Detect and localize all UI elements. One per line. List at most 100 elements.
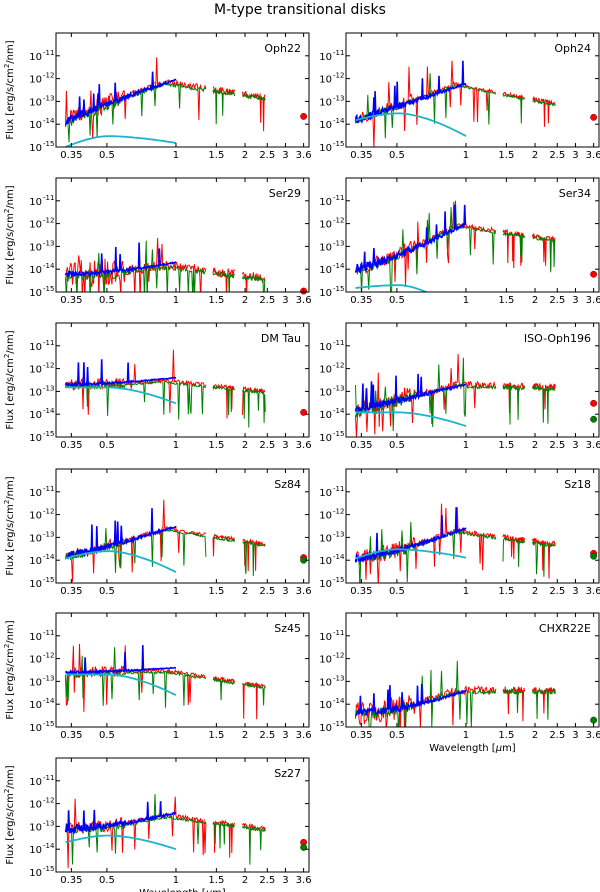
y-tick-exponent: -12 <box>333 362 344 370</box>
x-tick-label: 0.35 <box>60 440 82 451</box>
x-tick-label: 1.5 <box>498 150 514 161</box>
y-tick-label: 10 <box>29 800 42 811</box>
y-tick-exponent: -11 <box>43 629 54 637</box>
plot-area <box>64 57 266 147</box>
y-axis-label-part: Flux [erg/s/cm <box>5 504 16 576</box>
x-tick-label: 2.5 <box>259 875 275 886</box>
y-tick-label: 10 <box>319 365 332 376</box>
plot-area <box>64 794 266 869</box>
cyan-photosphere-line <box>355 548 467 560</box>
x-tick-label: 2 <box>242 875 248 886</box>
y-tick-label: 10 <box>319 511 332 522</box>
y-tick-exponent: -11 <box>43 339 54 347</box>
red-spectrum-segment <box>65 57 207 139</box>
y-tick-label: 10 <box>29 533 42 544</box>
x-tick-label: 3 <box>282 150 288 161</box>
x-tick-label: 2.5 <box>549 586 565 597</box>
y-axis-label-superscript: 2 <box>3 64 11 68</box>
x-tick-label: 1 <box>173 730 179 741</box>
red-spectrum-segment <box>242 538 266 572</box>
y-tick-exponent: -15 <box>333 576 344 584</box>
y-tick-label: 10 <box>29 242 42 253</box>
y-axis-label-part: /nm] <box>5 620 16 643</box>
x-tick-label: 0.5 <box>389 440 405 451</box>
x-tick-label: 3.6 <box>296 875 312 886</box>
green-spectrum-segment <box>532 98 556 107</box>
y-tick-label: 10 <box>319 387 332 398</box>
panel-frame <box>55 322 310 438</box>
x-tick-label: 1.5 <box>208 440 224 451</box>
x-tick-label: 1 <box>463 440 469 451</box>
cyan-photosphere-line <box>355 112 467 137</box>
y-tick-label: 10 <box>319 120 332 131</box>
x-tick-label: 0.5 <box>389 150 405 161</box>
photometry-point-red <box>300 112 308 120</box>
y-tick-label: 10 <box>29 365 42 376</box>
green-spectrum-segment <box>502 232 525 263</box>
red-spectrum-segment <box>65 349 207 415</box>
x-tick-label: 2 <box>532 730 538 741</box>
x-tick-label: 3 <box>282 730 288 741</box>
y-axis-label-part: Flux [erg/s/cm <box>5 648 16 720</box>
y-tick-exponent: -11 <box>43 485 54 493</box>
x-tick-label: 3 <box>282 440 288 451</box>
y-tick-exponent: -11 <box>333 339 344 347</box>
y-axis-label: Flux [erg/s/cm2/nm] <box>3 476 16 575</box>
plot-area <box>64 349 266 428</box>
green-spectrum-segment <box>355 73 497 139</box>
x-tick-label: 3.6 <box>586 295 600 306</box>
photometry-point-red <box>590 113 598 121</box>
y-tick-label: 10 <box>29 197 42 208</box>
y-axis-label-part: Flux [erg/s/cm <box>5 68 16 140</box>
x-tick-label: 2 <box>242 586 248 597</box>
red-spectrum-segment <box>355 685 497 727</box>
red-spectrum-segment <box>532 95 556 127</box>
green-spectrum-segment <box>242 541 266 577</box>
plot-area <box>65 499 266 582</box>
y-tick-exponent: -13 <box>43 94 54 102</box>
plot-area <box>354 503 556 583</box>
x-tick-label: 2.5 <box>259 730 275 741</box>
x-tick-label: 3 <box>282 875 288 886</box>
green-spectrum-segment <box>532 235 556 273</box>
y-tick-exponent: -12 <box>43 217 54 225</box>
blue-fit-line <box>64 71 177 126</box>
y-axis-label-superscript: 2 <box>3 209 11 213</box>
y-tick-exponent: -15 <box>333 430 344 438</box>
y-tick-exponent: -12 <box>43 72 54 80</box>
y-tick-label: 10 <box>29 120 42 131</box>
x-tick-label: 0.5 <box>389 730 405 741</box>
y-tick-label: 10 <box>319 288 332 299</box>
x-axis-label: Wavelength [μm] <box>429 743 516 754</box>
y-tick-label: 10 <box>29 579 42 590</box>
y-tick-exponent: -11 <box>333 194 344 202</box>
x-tick-label: 2 <box>532 440 538 451</box>
x-tick-label: 1 <box>463 730 469 741</box>
y-axis-label-superscript: 2 <box>3 789 11 793</box>
x-tick-label: 0.35 <box>60 150 82 161</box>
panel-frame <box>345 468 600 584</box>
y-tick-label: 10 <box>319 52 332 63</box>
blue-fit-line <box>354 373 467 413</box>
plot-area <box>64 237 266 292</box>
red-spectrum-segment <box>212 676 235 684</box>
y-tick-label: 10 <box>29 700 42 711</box>
y-axis-label-part: /nm] <box>5 476 16 499</box>
panel-name: Ser34 <box>559 187 591 200</box>
x-tick-label: 2.5 <box>259 150 275 161</box>
x-tick-label: 3 <box>572 586 578 597</box>
x-tick-label: 2.5 <box>549 150 565 161</box>
green-spectrum-segment <box>212 88 235 125</box>
x-tick-label: 2.5 <box>549 440 565 451</box>
x-tick-label: 3 <box>572 150 578 161</box>
blue-fit-line <box>354 60 467 124</box>
green-spectrum-segment <box>212 677 235 701</box>
y-tick-exponent: -12 <box>333 72 344 80</box>
cyan-photosphere-line <box>355 284 429 292</box>
panel-frame <box>345 612 600 728</box>
y-tick-exponent: -14 <box>43 842 55 850</box>
